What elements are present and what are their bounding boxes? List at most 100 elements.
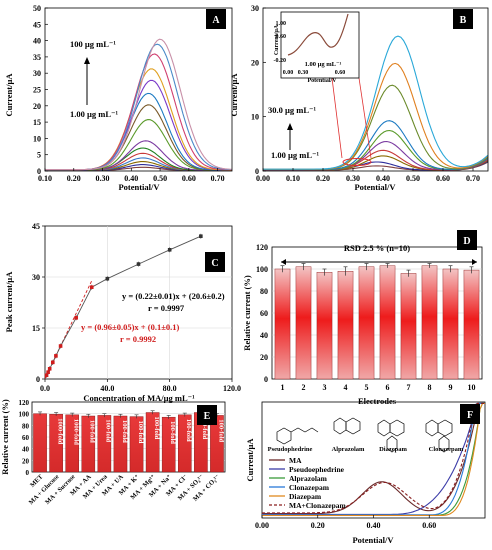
y-tick-label: 100 bbox=[19, 411, 30, 419]
bar-label: 1000-fold bbox=[73, 419, 80, 445]
series-line bbox=[45, 119, 232, 171]
x-tick-label: 3 bbox=[323, 383, 327, 392]
y-tick-label: 80 bbox=[22, 422, 30, 430]
y-axis-label-e: Relative current (%) bbox=[0, 399, 10, 475]
x-tick-label: 0.70 bbox=[466, 174, 480, 183]
y-axis-c: 0 15 30 45 bbox=[32, 222, 45, 384]
x-axis-b: 0.00 0.10 0.20 0.30 0.40 0.50 0.60 0.70 bbox=[256, 168, 480, 183]
y-tick-label: 15 bbox=[32, 324, 40, 333]
alprazolam-structure bbox=[333, 417, 347, 435]
series-line bbox=[45, 140, 232, 171]
y-tick-label: 120 bbox=[19, 399, 30, 407]
panel-d: 0 20 40 60 80 100 120 1 2 3 4 5 6 7 8 9 10 Relative cur… bbox=[242, 230, 483, 406]
x-axis-c: 0.0 40.0 80.0 120.0 bbox=[40, 379, 241, 393]
x-tick-label: 0.10 bbox=[286, 174, 300, 183]
x-tick-label: 6 bbox=[386, 383, 390, 392]
y-tick-label: 50 bbox=[33, 4, 41, 13]
svg-text:Potential/V: Potential/V bbox=[308, 78, 338, 84]
y-tick-label: 30 bbox=[251, 4, 259, 13]
x-tick-label: 0.40 bbox=[124, 174, 138, 183]
y-tick-label: 100 bbox=[256, 265, 268, 274]
svg-text:0.00: 0.00 bbox=[283, 70, 294, 76]
x-tick-label: 4 bbox=[344, 383, 348, 392]
x-axis-f: 0.00 0.20 0.40 0.60 bbox=[255, 515, 436, 530]
structure-label-1: Pseudophedrine bbox=[268, 446, 313, 453]
x-tick-label: 0.20 bbox=[311, 521, 325, 530]
y-axis-label-d: Relative current (%) bbox=[242, 275, 252, 351]
bar bbox=[33, 413, 47, 473]
y-tick-label: 60 bbox=[22, 434, 30, 442]
y-tick-label: 10 bbox=[33, 134, 41, 143]
legend-label: Pseudoephedrine bbox=[289, 465, 345, 474]
bar bbox=[463, 269, 480, 380]
y-axis-d: 0 20 40 60 80 100 120 bbox=[256, 243, 268, 384]
x-axis-d: 1 2 3 4 5 6 7 8 9 10 bbox=[281, 383, 476, 392]
panel-letter-box-c bbox=[205, 252, 225, 272]
svg-text:1.00: 1.00 bbox=[276, 21, 287, 27]
bar-label: 100-fold bbox=[121, 420, 128, 443]
highlight-connector-1 bbox=[331, 77, 343, 159]
x-tick-label: 0.30 bbox=[346, 174, 360, 183]
fit-high-r: r = 0.9997 bbox=[148, 303, 185, 313]
bar bbox=[337, 271, 354, 380]
y-tick-label: 20 bbox=[22, 457, 30, 465]
legend-label: Alprazolam bbox=[289, 474, 328, 483]
y-axis-label-b: Current/µA bbox=[229, 73, 239, 117]
y-axis-label-c: Peak current/µA bbox=[4, 271, 14, 333]
annotation-low-a: 1.00 µg mL⁻¹ bbox=[70, 109, 119, 119]
x-tick-label: 2 bbox=[302, 383, 306, 392]
panel-letter-b: B bbox=[460, 15, 467, 26]
series-line bbox=[262, 402, 485, 515]
y-tick-label: 20 bbox=[33, 102, 41, 111]
panel-letter-a: A bbox=[212, 15, 220, 26]
bar bbox=[442, 268, 459, 380]
panel-letter-box-e bbox=[197, 405, 217, 425]
legend-label: Clonazepam bbox=[289, 483, 330, 492]
y-tick-label: 0 bbox=[37, 167, 41, 176]
panel-letter-e: E bbox=[204, 411, 211, 422]
data-point bbox=[199, 234, 203, 238]
x-axis-label-b: Potential/V bbox=[354, 182, 396, 192]
series-line bbox=[262, 402, 485, 516]
svg-text:Current/µA: Current/µA bbox=[274, 24, 280, 55]
fit-high-eq: y = (0.22±0.01)x + (20.6±0.2) bbox=[122, 291, 225, 301]
x-axis-label-d: Electrodes bbox=[358, 396, 397, 406]
x-tick-label: 5 bbox=[365, 383, 369, 392]
x-tick-label: 40.0 bbox=[100, 384, 114, 393]
arrow-head-b bbox=[287, 123, 293, 130]
bar bbox=[358, 266, 375, 380]
svg-text:0.60: 0.60 bbox=[276, 34, 287, 40]
series-line bbox=[45, 38, 233, 171]
x-tick-label: 0.60 bbox=[422, 521, 436, 530]
data-point bbox=[167, 248, 172, 252]
panel-b: 0 10 20 30 0.00 0.10 0.20 0.30 0.40 0.50 0.60 0.70… bbox=[229, 4, 489, 192]
y-tick-label: 120 bbox=[256, 243, 268, 252]
svg-text:0.30: 0.30 bbox=[298, 70, 309, 76]
x-tick-label: 0.60 bbox=[436, 174, 450, 183]
y-axis-b: 0 10 20 30 bbox=[251, 4, 266, 176]
y-axis-label-f: Current/µA bbox=[245, 438, 255, 482]
bar bbox=[295, 266, 312, 380]
panel-letter-f: F bbox=[467, 410, 473, 421]
y-tick-label: 30 bbox=[33, 69, 41, 78]
inset-curve bbox=[287, 13, 349, 56]
highlight-connector-2 bbox=[358, 77, 372, 159]
series-line bbox=[263, 35, 489, 170]
structure-sketches bbox=[276, 417, 453, 453]
y-tick-label: 20 bbox=[251, 58, 259, 67]
pseudoephedrine-structure bbox=[276, 427, 292, 445]
x-axis-label-f: Potential/V bbox=[352, 535, 394, 545]
panel-c: 0 15 30 45 0.0 40.0 80.0 120.0 Peak current/µA… bbox=[4, 222, 241, 403]
y-tick-label: 45 bbox=[33, 20, 41, 29]
bar bbox=[421, 265, 438, 380]
x-tick-label: 7 bbox=[407, 383, 411, 392]
data-point bbox=[74, 316, 78, 320]
y-axis-label-a: Current/µA bbox=[4, 73, 14, 117]
x-tick-label: 80.0 bbox=[163, 384, 177, 393]
x-tick-label: 0.70 bbox=[211, 174, 225, 183]
x-tick-label: 0.30 bbox=[96, 174, 110, 183]
annotation-high-a: 100 µg mL⁻¹ bbox=[70, 39, 116, 49]
panel-e: 1000-fold 1000-fold 100-fold 100-fold 100-fo… bbox=[0, 399, 226, 506]
bar bbox=[400, 273, 417, 380]
